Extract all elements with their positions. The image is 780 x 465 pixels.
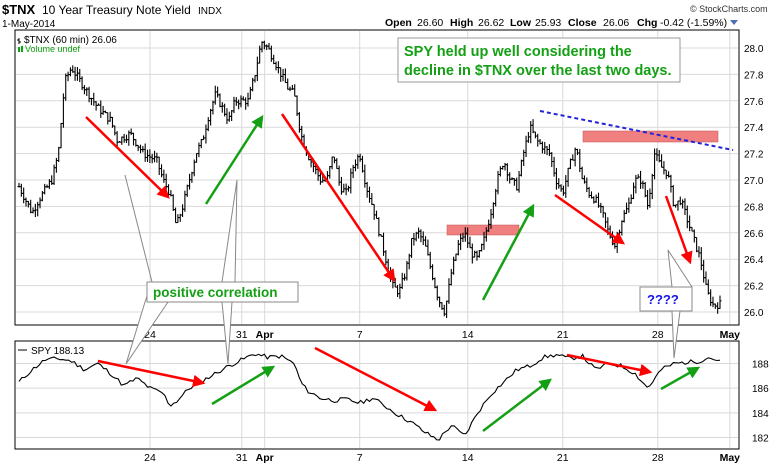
header-symbol: $TNX: [2, 2, 36, 17]
open-value: 26.60: [417, 17, 443, 29]
y-tick-label: 27.0: [744, 176, 764, 187]
down-arrow: [85, 116, 170, 199]
down-arrow: [664, 195, 693, 265]
up-arrow: [660, 366, 701, 391]
spy-series-line: [18, 353, 721, 441]
y-tick-label: 26.2: [744, 282, 764, 293]
dropdown-triangle-icon[interactable]: [730, 20, 738, 25]
high-label: High: [450, 17, 473, 29]
bottom-arrows: [97, 346, 701, 432]
down-arrow: [97, 359, 206, 388]
resistance-zone: [582, 130, 719, 143]
spy-grid: [16, 342, 738, 448]
chg-label: Chg: [637, 17, 657, 29]
price-y-axis: 26.0 26.2 26.4 26.6 26.8 27.0 27.2 27.4 27.6 27.8…: [744, 44, 764, 319]
support-zone: [446, 224, 520, 236]
x-tick-label: 31: [236, 329, 248, 341]
x-tick-label: 24: [144, 452, 156, 464]
spy-legend: SPY 188.13: [18, 346, 85, 357]
spy-panel: [14, 340, 740, 450]
down-arrow: [554, 193, 626, 245]
up-arrow: [482, 378, 552, 432]
x-tick-label: 21: [557, 452, 569, 464]
chg-value: -0.42 (-1.59%): [660, 17, 727, 29]
x-tick-label: Apr: [256, 329, 274, 341]
volume-legend-label: Volume undef: [25, 44, 81, 54]
up-arrow: [204, 114, 264, 205]
y-tick-label: 184: [752, 409, 769, 420]
low-value: 25.93: [535, 17, 561, 29]
spy-y-axis: 182 184 186 188: [752, 360, 769, 445]
down-arrow: [314, 346, 438, 412]
y-tick-label: 27.2: [744, 150, 764, 161]
y-tick-label: 28.0: [744, 44, 764, 55]
open-label: Open: [385, 17, 412, 29]
close-value: 26.06: [603, 17, 629, 29]
copyright-text: © StockCharts.com: [690, 4, 768, 14]
x-tick-label: 31: [236, 452, 248, 464]
x-tick-label: Apr: [256, 452, 274, 464]
x-tick-label: 7: [357, 452, 363, 464]
y-tick-label: 26.8: [744, 202, 764, 213]
down-arrow: [280, 113, 396, 283]
ohlc-bar: [718, 295, 722, 309]
callout-text-line1: SPY held up well considering the: [404, 44, 632, 60]
tnx-legend: $TNX (60 min) 26.06: [17, 35, 117, 46]
price-x-axis: 24 31 Apr 7 14 21 28 May: [144, 329, 740, 341]
trend-line: [539, 110, 734, 151]
x-tick-label: 14: [462, 329, 474, 341]
x-tick-label: May: [720, 329, 741, 341]
top-arrows: [85, 113, 693, 301]
up-arrow: [211, 365, 276, 406]
volume-legend: Volume undef: [18, 44, 81, 54]
y-tick-label: 26.6: [744, 229, 764, 240]
question-label: ????: [647, 292, 679, 307]
y-tick-label: 27.4: [744, 123, 764, 134]
price-grid: [16, 31, 738, 324]
close-label: Close: [568, 17, 597, 29]
header-name: 10 Year Treasury Note Yield: [42, 3, 191, 17]
x-tick-label: 28: [652, 452, 664, 464]
correlation-label: positive correlation: [153, 285, 278, 300]
high-value: 26.62: [478, 17, 504, 29]
tnx-legend-label: $TNX (60 min) 26.06: [24, 35, 117, 46]
y-tick-label: 27.6: [744, 97, 764, 108]
down-arrow: [566, 353, 653, 377]
x-tick-label: 24: [144, 329, 156, 341]
y-tick-label: 26.0: [744, 308, 764, 319]
y-tick-label: 27.8: [744, 70, 764, 81]
low-label: Low: [510, 17, 532, 29]
spy-x-axis: 24 31 Apr 7 14 21 28 May: [144, 452, 740, 464]
correlation-callout-box: [146, 281, 299, 303]
y-tick-label: 186: [752, 384, 769, 395]
x-tick-label: 7: [357, 329, 363, 341]
spy-legend-label: SPY 188.13: [31, 346, 85, 357]
y-tick-label: 182: [752, 434, 769, 445]
x-tick-label: 28: [652, 329, 664, 341]
x-tick-label: 21: [557, 329, 569, 341]
callout-text-line2: decline in $TNX over the last two days.: [404, 63, 672, 79]
header-exchange: INDX: [198, 6, 222, 17]
x-tick-label: 14: [462, 452, 474, 464]
question-callout-box: [639, 286, 693, 312]
y-tick-label: 26.4: [744, 255, 764, 266]
callout-box: [397, 37, 681, 83]
y-tick-label: 188: [752, 360, 769, 371]
header-date: 1-May-2014: [2, 19, 56, 30]
x-tick-label: May: [720, 452, 741, 464]
up-arrow: [481, 203, 535, 301]
